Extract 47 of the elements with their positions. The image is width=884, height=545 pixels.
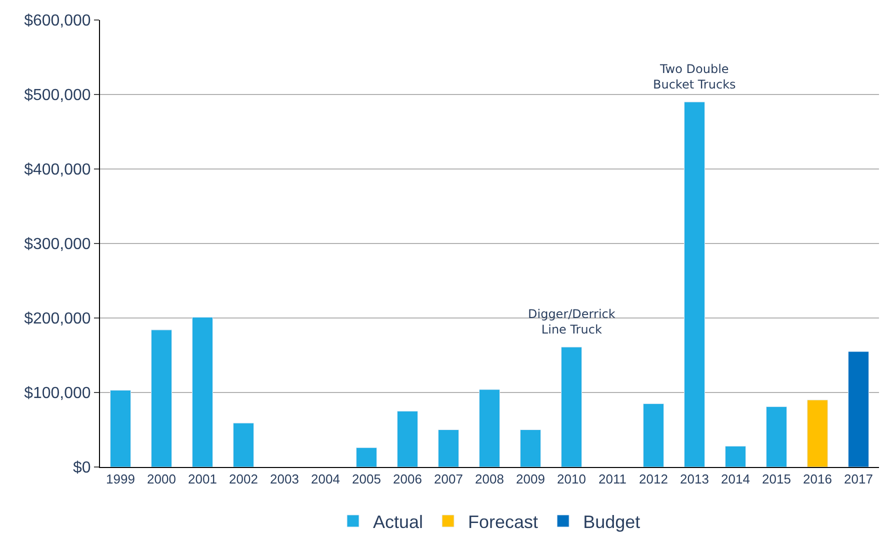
y-tick-label: $200,000 bbox=[24, 310, 91, 328]
bar bbox=[848, 351, 869, 467]
x-tick-label: 2003 bbox=[270, 472, 299, 487]
x-tick-label: 2006 bbox=[393, 472, 422, 487]
legend-label: Actual bbox=[373, 512, 424, 532]
bar bbox=[233, 422, 254, 467]
x-tick-label: 2016 bbox=[803, 472, 832, 487]
x-tick-label: 2007 bbox=[434, 472, 463, 487]
x-tick-label: 2001 bbox=[188, 472, 217, 487]
bar bbox=[192, 317, 213, 467]
x-tick-label: 2011 bbox=[598, 472, 626, 487]
bar bbox=[807, 400, 828, 467]
bar bbox=[479, 389, 500, 467]
x-tick-label: 2015 bbox=[762, 472, 791, 487]
bar bbox=[561, 346, 582, 467]
bar bbox=[397, 410, 418, 467]
bar bbox=[438, 430, 459, 467]
x-tick-label: 2010 bbox=[557, 472, 586, 487]
bar bbox=[520, 430, 541, 467]
x-tick-label: 2005 bbox=[352, 472, 381, 487]
annotation: Digger/Derrick Line Truck bbox=[528, 307, 616, 337]
annotation: Two Double Bucket Trucks bbox=[653, 62, 736, 92]
x-tick-label: 2002 bbox=[229, 472, 258, 487]
legend-label: Budget bbox=[583, 512, 640, 532]
bar bbox=[356, 447, 377, 467]
y-tick-label: $300,000 bbox=[24, 236, 91, 254]
y-tick-label: $400,000 bbox=[24, 162, 91, 179]
y-tick-label: $0 bbox=[73, 460, 91, 477]
bar bbox=[643, 403, 664, 467]
x-tick-label: 2004 bbox=[311, 472, 340, 487]
x-tick-label: 2012 bbox=[639, 472, 668, 487]
bar bbox=[151, 330, 172, 467]
x-tick-label: 1999 bbox=[106, 472, 135, 487]
x-tick-label: 2017 bbox=[844, 472, 873, 487]
x-tick-label: 2014 bbox=[721, 472, 750, 487]
bar bbox=[725, 446, 746, 467]
bar bbox=[766, 406, 787, 467]
y-tick-label: $100,000 bbox=[24, 385, 91, 402]
y-tick-label: $600,000 bbox=[24, 12, 91, 30]
x-tick-label: 2000 bbox=[147, 472, 176, 487]
x-tick-label: 2013 bbox=[680, 472, 709, 487]
y-tick-label: $500,000 bbox=[24, 87, 91, 104]
x-tick-label: 2009 bbox=[516, 472, 545, 487]
legend-label: Forecast bbox=[468, 512, 538, 532]
bar bbox=[684, 102, 705, 467]
x-tick-label: 2008 bbox=[475, 472, 504, 487]
bar bbox=[110, 390, 131, 467]
